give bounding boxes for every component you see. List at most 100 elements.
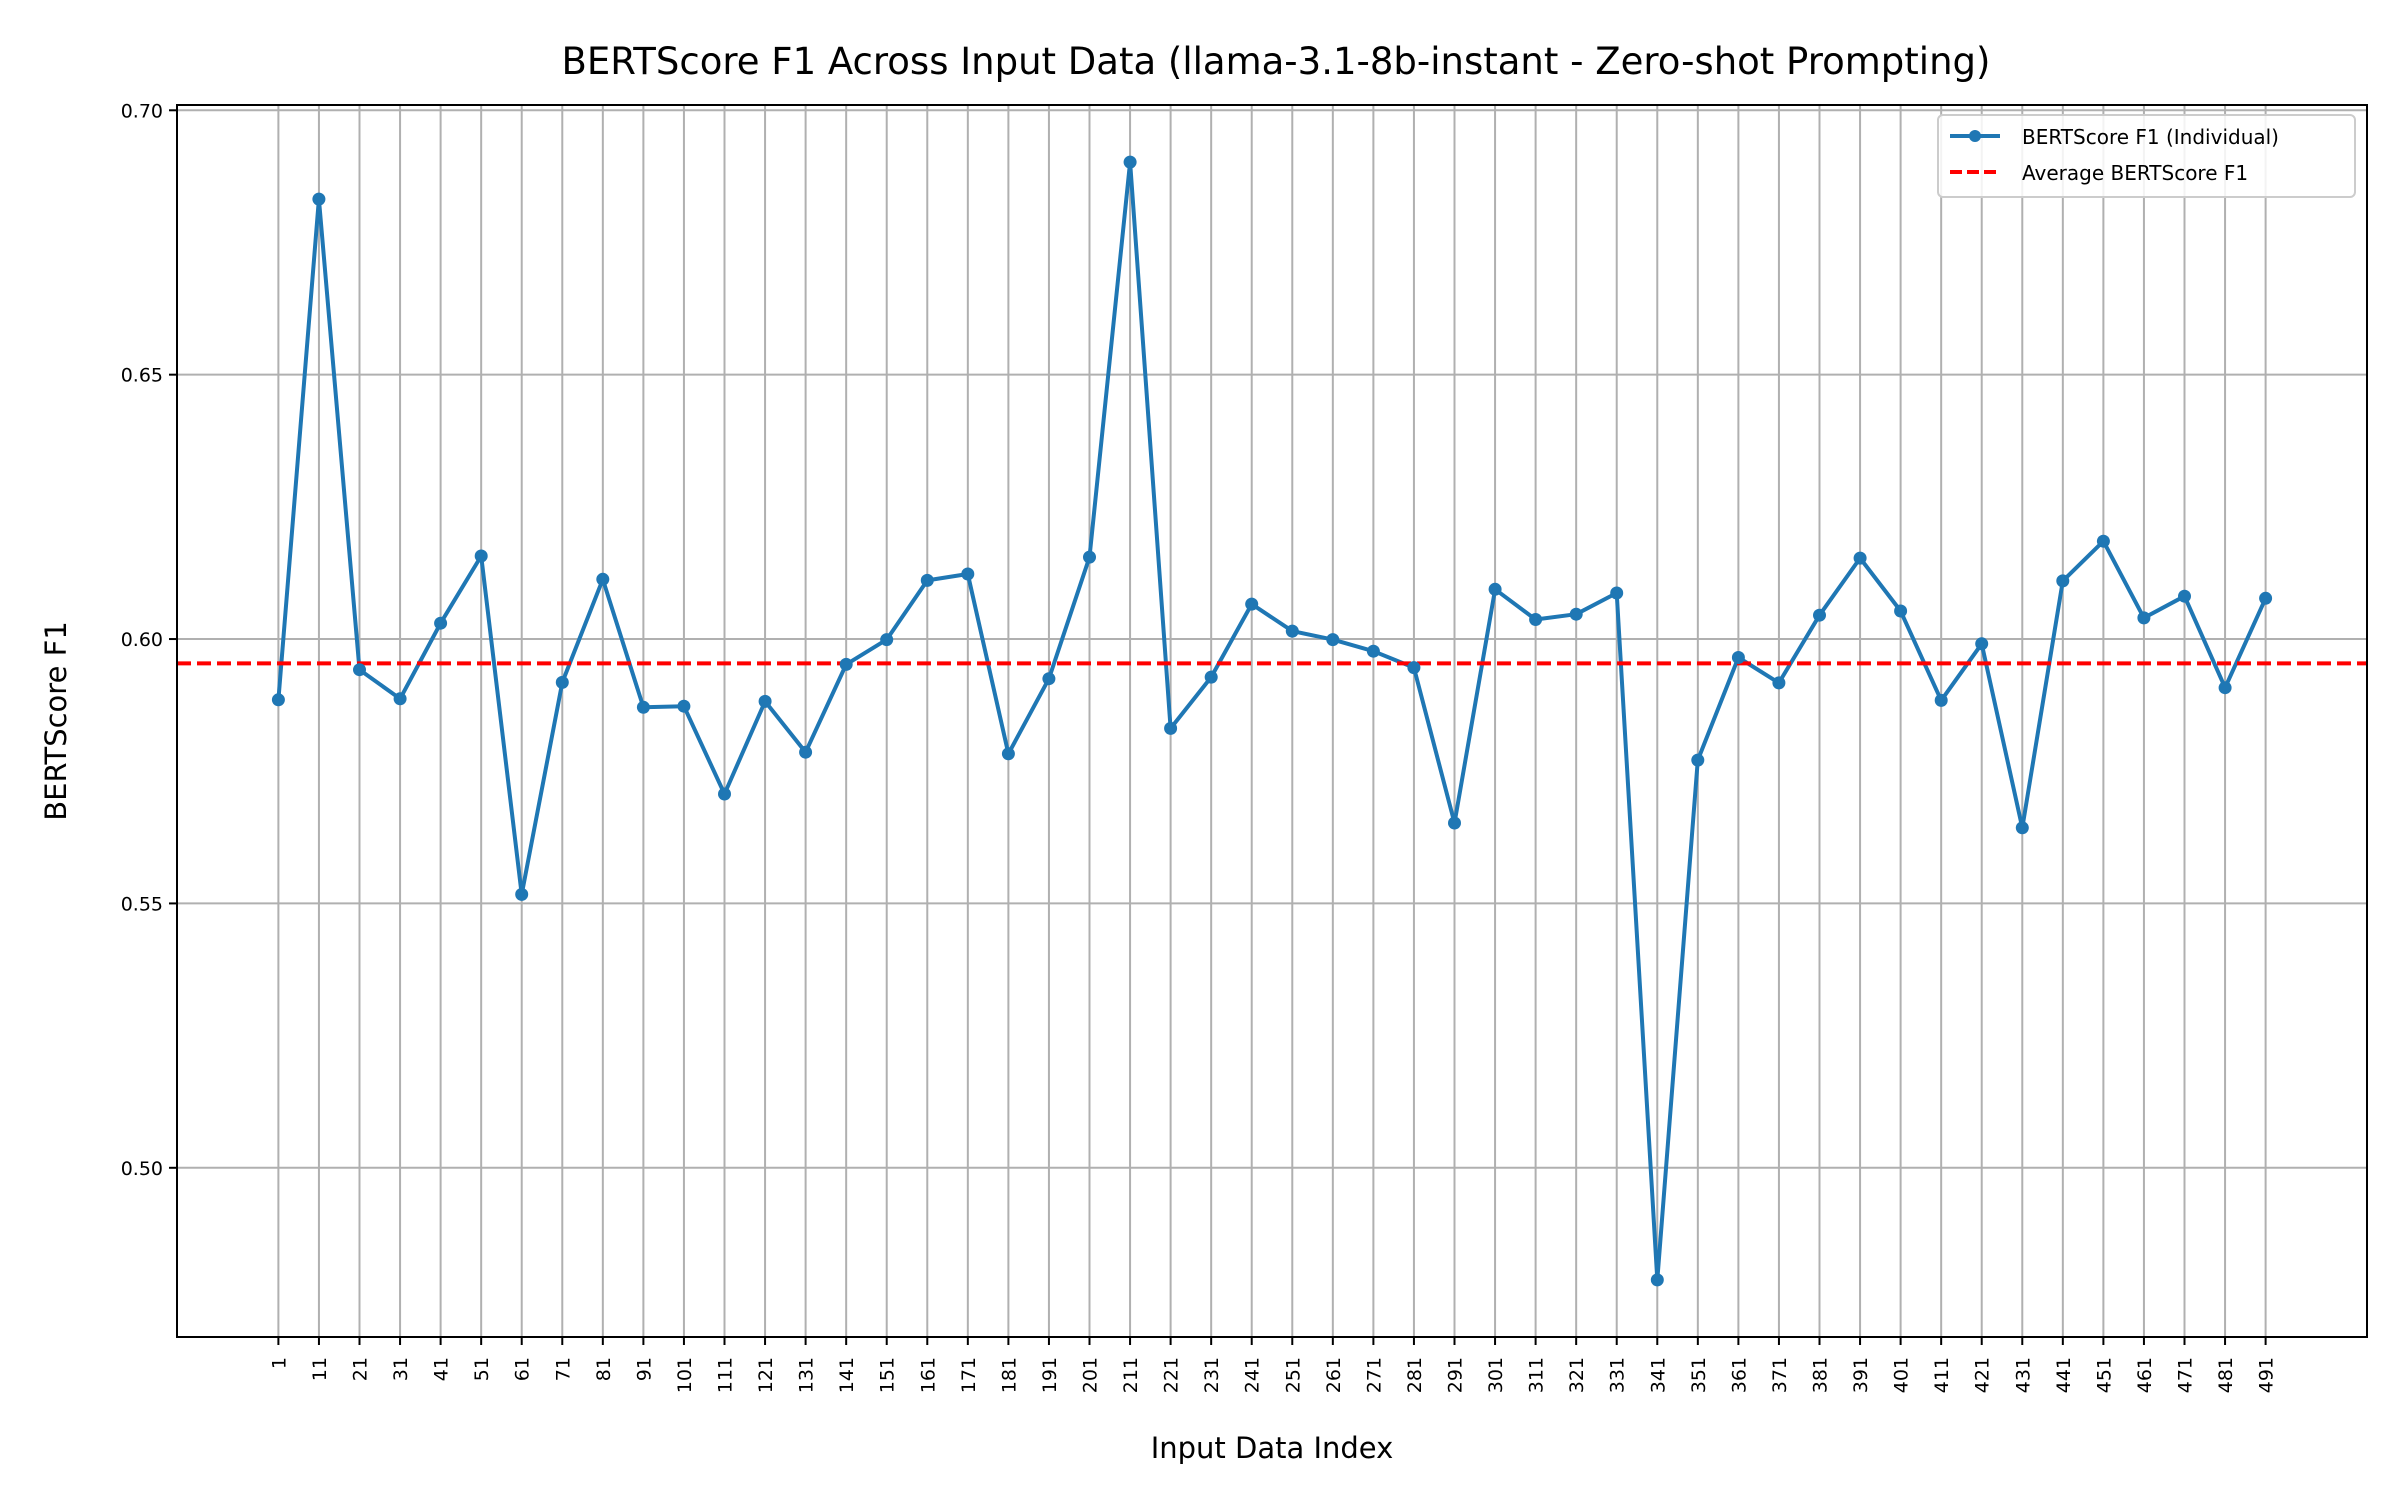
data-point xyxy=(718,787,731,801)
series-layer xyxy=(177,155,2367,1287)
x-tick-label: 251 xyxy=(1282,1357,1304,1393)
x-tick-label: 211 xyxy=(1120,1357,1142,1393)
data-point xyxy=(2259,591,2273,605)
y-tick-label: 0.65 xyxy=(121,365,163,387)
data-point xyxy=(1083,550,1096,564)
data-point xyxy=(880,633,894,647)
data-point xyxy=(1326,633,1340,647)
data-point xyxy=(1366,644,1380,658)
data-point xyxy=(596,572,610,586)
x-tick-label: 401 xyxy=(1891,1357,1913,1393)
x-tick-label: 61 xyxy=(512,1357,534,1381)
legend-box xyxy=(1937,114,2356,198)
x-tick-label: 361 xyxy=(1728,1357,1750,1393)
x-tick-label: 151 xyxy=(877,1357,899,1393)
legend-marker-individual xyxy=(1969,130,1981,142)
data-point xyxy=(393,692,407,706)
x-tick-label: 411 xyxy=(1931,1357,1953,1393)
data-point xyxy=(1569,607,1583,621)
x-tick-label: 311 xyxy=(1526,1357,1548,1393)
y-axis-ticks: 0.50 0.55 0.60 0.65 0.70 xyxy=(121,100,177,1180)
x-tick-label: 381 xyxy=(1810,1357,1832,1393)
data-point xyxy=(434,616,448,630)
data-point xyxy=(1853,551,1867,565)
x-tick-label: 101 xyxy=(674,1357,696,1393)
data-point xyxy=(2218,681,2232,695)
y-tick-label: 0.55 xyxy=(121,893,163,915)
x-tick-label: 131 xyxy=(796,1357,818,1393)
data-point xyxy=(1042,672,1056,686)
data-point xyxy=(2056,574,2070,588)
data-point xyxy=(758,694,772,708)
data-point xyxy=(1975,637,1989,651)
data-point xyxy=(1691,753,1705,767)
legend: BERTScore F1 (Individual) Average BERTSc… xyxy=(1937,114,2356,198)
data-point xyxy=(1650,1273,1664,1287)
data-point xyxy=(1448,816,1461,830)
x-tick-label: 231 xyxy=(1201,1357,1223,1393)
data-point xyxy=(2015,821,2029,835)
data-point xyxy=(677,699,691,713)
y-tick-label: 0.50 xyxy=(121,1158,163,1180)
x-tick-label: 21 xyxy=(350,1357,372,1381)
data-point xyxy=(961,567,975,581)
y-tick-label: 0.60 xyxy=(121,629,163,651)
y-tick-label: 0.70 xyxy=(121,100,163,122)
x-tick-label: 171 xyxy=(958,1357,980,1393)
x-tick-label: 31 xyxy=(390,1357,412,1381)
data-point xyxy=(515,887,529,901)
legend-label-individual: BERTScore F1 (Individual) xyxy=(2022,125,2279,149)
x-tick-label: 81 xyxy=(593,1357,615,1381)
data-point xyxy=(1894,604,1908,618)
x-tick-label: 331 xyxy=(1607,1357,1629,1393)
data-point xyxy=(1731,651,1745,664)
x-tick-label: 241 xyxy=(1242,1357,1264,1393)
data-point xyxy=(799,745,813,759)
x-tick-label: 321 xyxy=(1566,1357,1588,1393)
data-point xyxy=(2096,534,2110,548)
data-point xyxy=(1123,155,1137,169)
data-point xyxy=(1407,661,1421,675)
plot-frame xyxy=(176,104,2368,1338)
data-point xyxy=(1610,586,1624,600)
x-tick-label: 41 xyxy=(431,1357,453,1381)
x-tick-label: 441 xyxy=(2053,1357,2075,1393)
data-point xyxy=(271,693,285,707)
x-tick-label: 371 xyxy=(1769,1357,1791,1393)
x-tick-label: 391 xyxy=(1850,1357,1872,1393)
x-tick-label: 261 xyxy=(1323,1357,1345,1393)
data-point xyxy=(312,192,326,206)
data-point xyxy=(1529,613,1543,626)
x-tick-label: 201 xyxy=(1080,1357,1102,1393)
chart-title: BERTScore F1 Across Input Data (llama-3.… xyxy=(562,40,1991,83)
series-line-individual xyxy=(276,160,2268,1282)
x-tick-label: 51 xyxy=(471,1357,493,1381)
data-point xyxy=(555,675,569,689)
data-point xyxy=(2178,589,2191,603)
data-point xyxy=(1204,670,1218,684)
x-tick-label: 451 xyxy=(2093,1357,2115,1393)
data-point xyxy=(1245,597,1259,611)
x-tick-label: 191 xyxy=(1039,1357,1061,1393)
x-tick-label: 141 xyxy=(836,1357,858,1393)
data-point xyxy=(1164,721,1178,735)
data-point xyxy=(1772,676,1786,690)
x-tick-label: 91 xyxy=(633,1357,655,1381)
data-point xyxy=(353,663,366,677)
data-point xyxy=(1001,747,1015,761)
x-tick-label: 181 xyxy=(998,1357,1020,1393)
x-tick-label: 281 xyxy=(1404,1357,1426,1393)
x-tick-label: 421 xyxy=(1972,1357,1994,1393)
x-tick-label: 341 xyxy=(1647,1357,1669,1393)
grid xyxy=(177,105,2367,1337)
y-axis-label: BERTScore F1 xyxy=(39,621,73,821)
x-tick-label: 161 xyxy=(917,1357,939,1393)
legend-label-average: Average BERTScore F1 xyxy=(2022,161,2248,185)
x-tick-label: 71 xyxy=(552,1357,574,1381)
x-tick-label: 221 xyxy=(1161,1357,1183,1393)
x-tick-label: 271 xyxy=(1363,1357,1385,1393)
x-tick-label: 481 xyxy=(2215,1357,2237,1393)
data-point xyxy=(920,573,934,587)
